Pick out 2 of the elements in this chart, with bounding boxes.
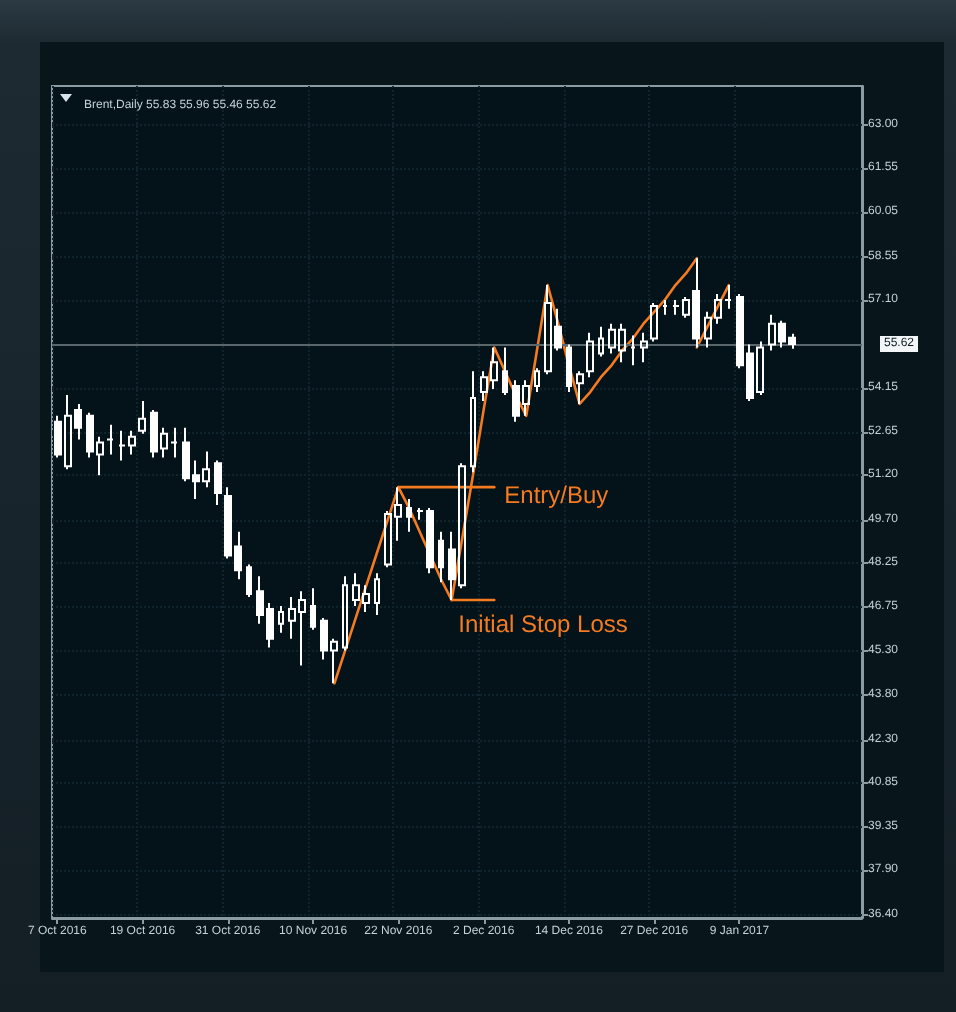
series-label: Initial Stop Loss <box>458 610 628 639</box>
series-label: Entry/Buy <box>504 481 609 510</box>
